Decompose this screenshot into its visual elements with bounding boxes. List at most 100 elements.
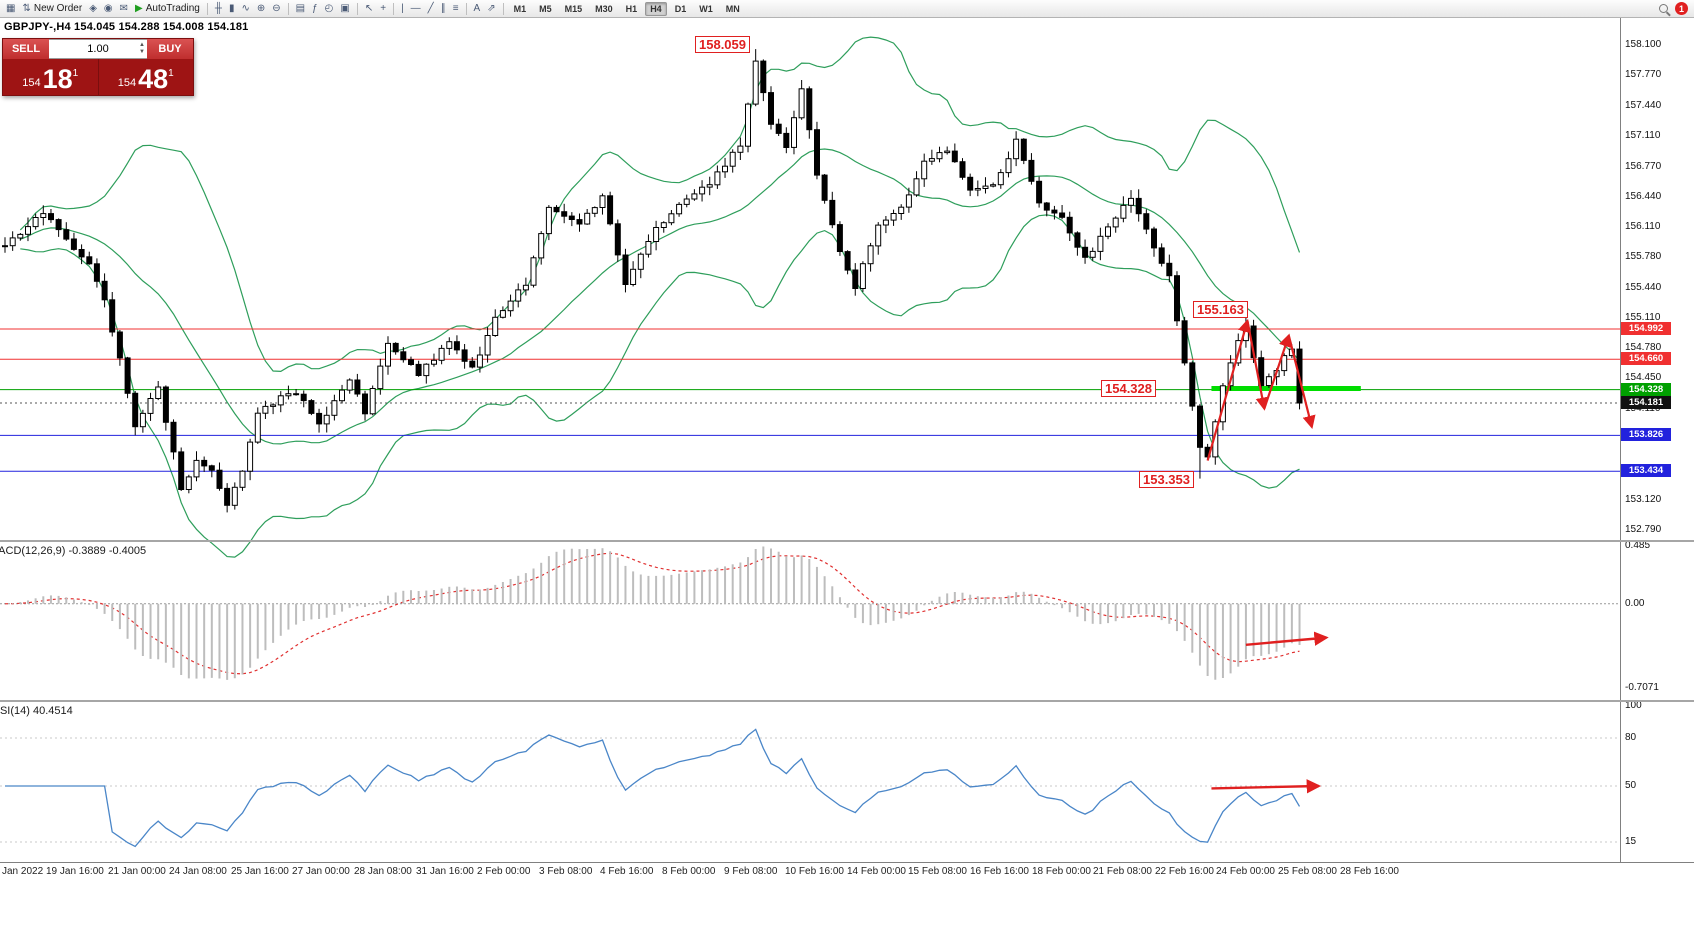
- red-trend-arrow-1[interactable]: [1206, 318, 1251, 461]
- toolbar-periods[interactable]: ◴: [322, 1, 337, 17]
- toolbar-line-chart-mode[interactable]: ∿: [238, 1, 252, 17]
- time-label-16: 16 Feb 16:00: [970, 866, 1029, 877]
- toolbar-templates[interactable]: ▣: [337, 1, 352, 17]
- timeframe-m15[interactable]: M15: [564, 3, 583, 14]
- macd-tick-0.485: 0.485: [1625, 540, 1651, 551]
- fibonacci-tool-icon: ≡: [452, 3, 459, 14]
- timeframe-h4[interactable]: H4: [645, 1, 667, 16]
- toolbar-alerts[interactable]: ◉: [101, 1, 116, 17]
- macd-red-arrow[interactable]: [1245, 631, 1329, 646]
- time-label-18: 21 Feb 08:00: [1093, 866, 1152, 877]
- toolbar-channel-tool[interactable]: ∥: [438, 1, 449, 17]
- buy-price[interactable]: 154 48 1: [99, 59, 194, 95]
- price-annotation-153.353[interactable]: 153.353: [1139, 471, 1194, 488]
- red-trend-arrow-3[interactable]: [1263, 333, 1292, 409]
- timeframe-h1[interactable]: H1: [625, 3, 638, 14]
- volume-down-icon[interactable]: ▼: [139, 49, 145, 55]
- toolbar-bar-chart-mode[interactable]: ╫: [212, 1, 225, 17]
- time-label-20: 24 Feb 00:00: [1216, 866, 1275, 877]
- timeframe-mn[interactable]: MN: [725, 3, 740, 14]
- timeframe-w1[interactable]: W1: [699, 3, 713, 14]
- price-annotation-155.163[interactable]: 155.163: [1193, 301, 1248, 318]
- toolbar-market-watch[interactable]: ◈: [86, 1, 100, 17]
- toolbar-separator: [356, 2, 358, 15]
- axis-badge-154.660: 154.660: [1621, 352, 1671, 365]
- price-tick-157.770: 157.770: [1625, 69, 1662, 80]
- volume-field[interactable]: 1.00 ▲ ▼: [49, 39, 147, 59]
- timeframe-m1[interactable]: M1: [513, 3, 527, 14]
- toolbar: ▦ ⇅ New Order ◈ ◉ ✉ ▶ AutoTrading ╫ ▮ ∿ ⊕ ⊖ ▤ ƒ ◴ ▣ ↖ + | — ╱…: [0, 0, 1694, 18]
- search-icon[interactable]: [1659, 4, 1668, 13]
- toolbar-autotrading[interactable]: ▶ AutoTrading: [132, 1, 203, 17]
- toolbar-text-tool[interactable]: A: [471, 1, 484, 17]
- toolbar-new-chart[interactable]: ▦: [3, 1, 18, 17]
- time-label-14: 14 Feb 00:00: [847, 866, 906, 877]
- toolbar-zoom-in[interactable]: ⊕: [254, 1, 268, 17]
- toolbar-vertical-line-tool[interactable]: |: [398, 1, 407, 17]
- time-label-10: 4 Feb 16:00: [600, 866, 654, 877]
- one-click-divider: [97, 59, 99, 95]
- toolbar-crosshair-tool[interactable]: +: [377, 1, 389, 17]
- macd-histogram: [11, 546, 1301, 680]
- toolbar-separator: [287, 2, 289, 15]
- cursor-tool-icon: ↖: [364, 3, 374, 14]
- bollinger-middle-band[interactable]: [20, 148, 1300, 445]
- buy-price-prefix: 154: [117, 77, 137, 89]
- timeframe-d1[interactable]: D1: [674, 3, 687, 14]
- toolbar-cursor-tool[interactable]: ↖: [362, 1, 376, 17]
- panel-separator[interactable]: [0, 700, 1694, 702]
- red-trend-arrow-2[interactable]: [1246, 320, 1269, 411]
- time-label-6: 28 Jan 08:00: [354, 866, 412, 877]
- toolbar-tile-windows[interactable]: ▤: [293, 1, 308, 17]
- time-label-19: 22 Feb 16:00: [1155, 866, 1214, 877]
- sell-price-prefix: 154: [22, 77, 41, 89]
- price-tick-155.440: 155.440: [1625, 282, 1662, 293]
- toolbar-arrows-tool[interactable]: ⇗: [484, 1, 498, 17]
- red-trend-arrow-4[interactable]: [1287, 335, 1316, 429]
- toolbar-indicators[interactable]: ƒ: [309, 1, 321, 17]
- sell-button[interactable]: SELL: [3, 39, 49, 59]
- price-tick-154.450: 154.450: [1625, 372, 1662, 383]
- time-axis-line: [0, 862, 1694, 863]
- toolbar-separator: [393, 2, 395, 15]
- toolbar-new-order[interactable]: ⇅ New Order: [19, 1, 85, 17]
- toolbar-candlestick-mode[interactable]: ▮: [226, 1, 238, 17]
- panel-separator[interactable]: [0, 540, 1694, 542]
- notification-badge[interactable]: 1: [1675, 2, 1688, 15]
- buy-price-sup: 1: [168, 68, 174, 79]
- timeframe-m30[interactable]: M30: [595, 3, 613, 14]
- buy-button[interactable]: BUY: [147, 39, 193, 59]
- toolbar-zoom-out[interactable]: ⊖: [269, 1, 283, 17]
- macd-signal-line[interactable]: [4, 552, 1300, 675]
- time-label-15: 15 Feb 08:00: [908, 866, 967, 877]
- buy-price-big: 48: [138, 64, 169, 94]
- volume-stepper[interactable]: ▲ ▼: [139, 42, 145, 56]
- bar-chart-mode-icon: ╫: [214, 3, 222, 14]
- new-order-label: New Order: [33, 3, 83, 14]
- timeframe-m5[interactable]: M5: [539, 3, 552, 14]
- chart-ohlc-label: GBPJPY-,H4 154.045 154.288 154.008 154.1…: [4, 21, 249, 33]
- volume-up-icon[interactable]: ▲: [139, 42, 145, 48]
- price-annotation-158.059[interactable]: 158.059: [695, 36, 750, 53]
- time-label-5: 27 Jan 00:00: [292, 866, 350, 877]
- sell-price[interactable]: 154 18 1: [3, 59, 98, 95]
- toolbar-horizontal-line-tool[interactable]: —: [408, 1, 424, 17]
- rsi-tick-80: 80: [1625, 732, 1637, 743]
- bollinger-upper-band[interactable]: [19, 36, 1301, 373]
- axis-badge-current-price: 154.181: [1621, 396, 1671, 409]
- indicators-icon: ƒ: [312, 3, 318, 14]
- toolbar-mailbox[interactable]: ✉: [117, 1, 131, 17]
- price-tick-155.780: 155.780: [1625, 251, 1662, 262]
- channel-tool-icon: ∥: [440, 3, 446, 14]
- axis-badge-154.328: 154.328: [1621, 383, 1671, 396]
- rsi-line[interactable]: [5, 728, 1301, 848]
- rsi-red-arrow[interactable]: [1211, 779, 1322, 794]
- time-label-2: 21 Jan 00:00: [108, 866, 166, 877]
- toolbar-trendline-tool[interactable]: ╱: [425, 1, 437, 17]
- zoom-in-icon: ⊕: [256, 3, 266, 14]
- toolbar-fibonacci-tool[interactable]: ≡: [450, 1, 462, 17]
- price-annotation-154.328[interactable]: 154.328: [1101, 380, 1156, 397]
- autotrading-label: AutoTrading: [145, 3, 200, 14]
- price-tick-154.780: 154.780: [1625, 342, 1662, 353]
